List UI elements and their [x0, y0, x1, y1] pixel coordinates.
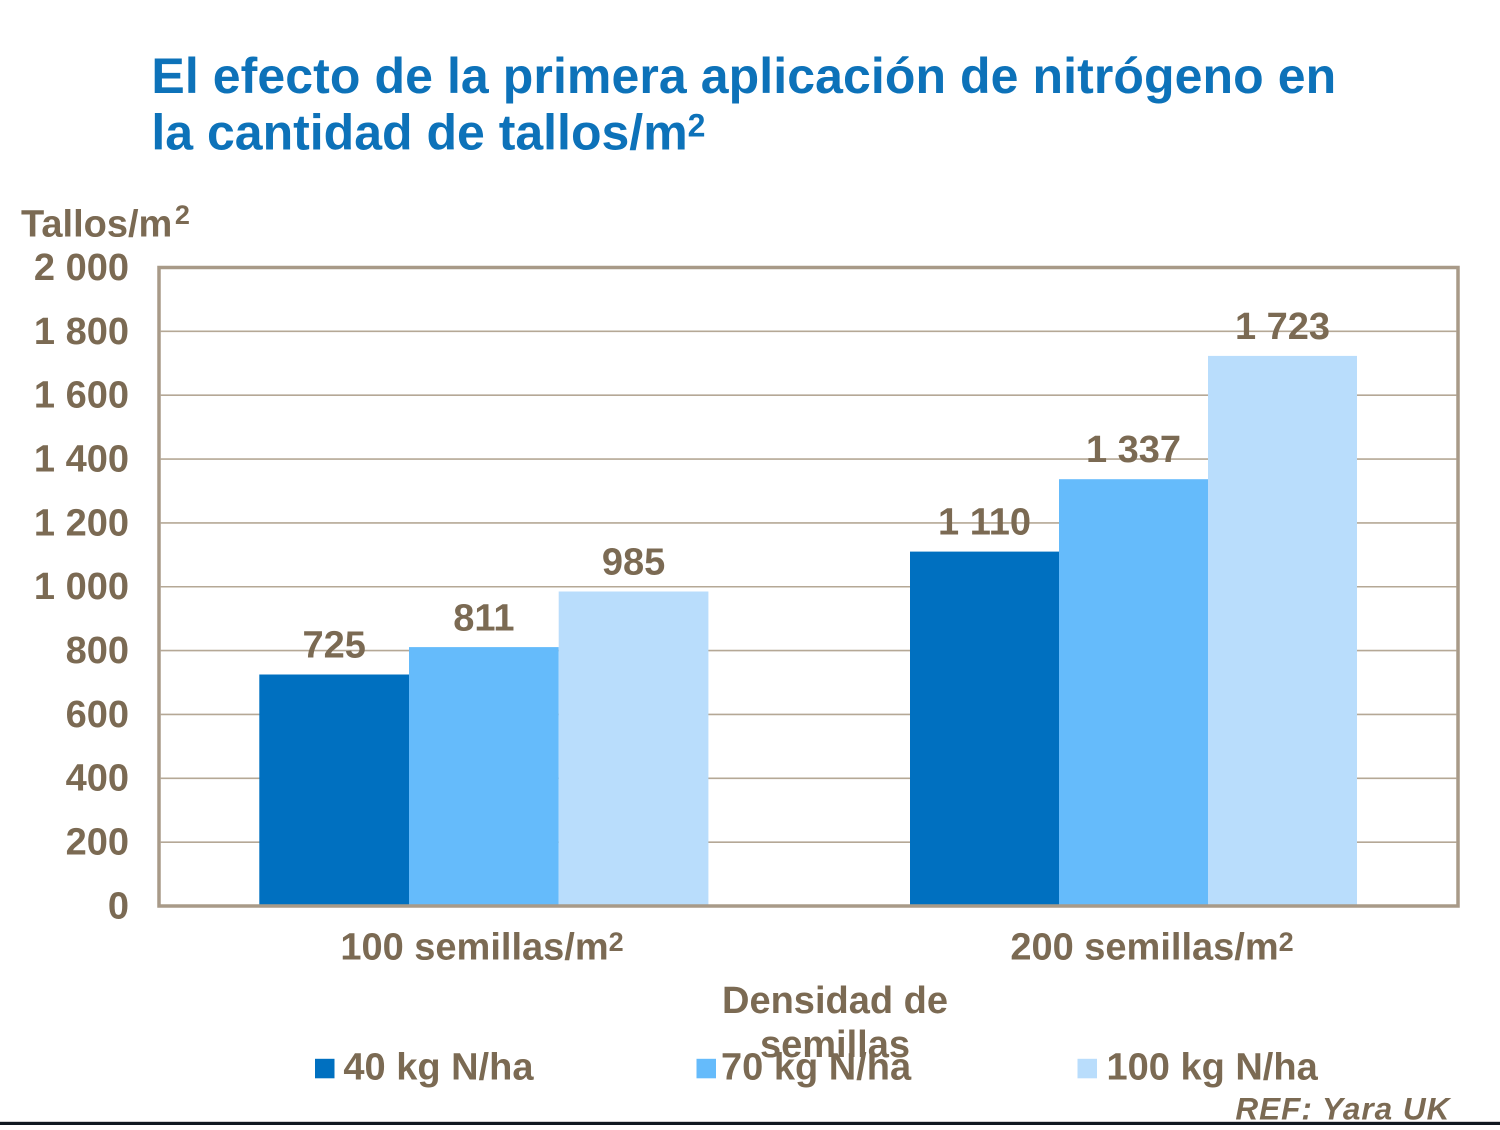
- svg-text:2 000: 2 000: [34, 247, 129, 289]
- svg-text:Densidad de: Densidad de: [722, 980, 948, 1022]
- svg-text:1 110: 1 110: [938, 502, 1031, 544]
- svg-text:400: 400: [66, 758, 129, 800]
- svg-text:1 000: 1 000: [34, 566, 129, 608]
- svg-text:725: 725: [302, 625, 365, 667]
- svg-text:la cantidad de tallos/m2: la cantidad de tallos/m2: [151, 104, 705, 160]
- svg-text:70 kg N/ha: 70 kg N/ha: [721, 1047, 912, 1089]
- svg-text:1 600: 1 600: [34, 375, 129, 417]
- svg-text:El efecto de la primera aplica: El efecto de la primera aplicación de ni…: [151, 48, 1336, 104]
- svg-text:semillas: semillas: [760, 1024, 910, 1066]
- svg-text:600: 600: [66, 694, 129, 736]
- svg-text:1 337: 1 337: [1086, 429, 1181, 471]
- svg-text:100 semillas/m2: 100 semillas/m2: [340, 927, 623, 969]
- svg-text:40 kg N/ha: 40 kg N/ha: [343, 1047, 534, 1089]
- svg-text:1 800: 1 800: [34, 311, 129, 353]
- svg-text:811: 811: [453, 598, 514, 640]
- svg-text:100 kg N/ha: 100 kg N/ha: [1107, 1047, 1319, 1089]
- svg-text:200: 200: [66, 822, 129, 864]
- svg-text:1 200: 1 200: [34, 502, 129, 544]
- svg-text:200 semillas/m2: 200 semillas/m2: [1010, 927, 1293, 969]
- svg-text:985: 985: [602, 542, 665, 584]
- svg-text:1 723: 1 723: [1235, 306, 1330, 348]
- svg-text:Tallos/m2: Tallos/m2: [21, 200, 190, 245]
- svg-text:800: 800: [66, 630, 129, 672]
- svg-text:REF: Yara UK: REF: Yara UK: [1235, 1090, 1451, 1125]
- svg-text:0: 0: [108, 885, 129, 927]
- svg-text:1 400: 1 400: [34, 438, 129, 480]
